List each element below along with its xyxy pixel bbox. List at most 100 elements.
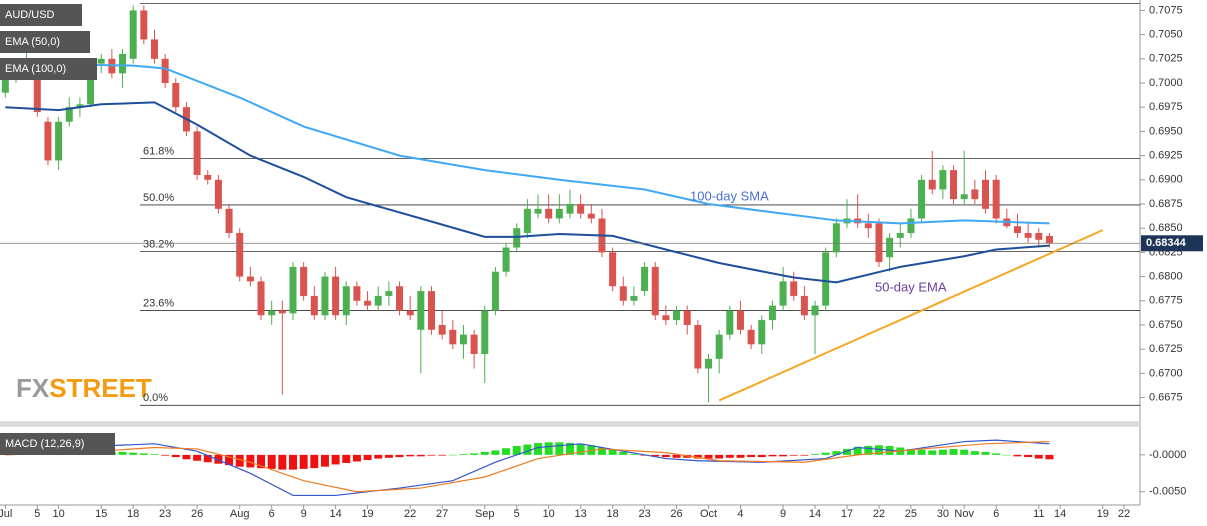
candle-body bbox=[651, 266, 659, 316]
y-tick-label: 0.6775 bbox=[1149, 295, 1183, 307]
candle-body bbox=[822, 252, 830, 306]
candle-body bbox=[694, 324, 702, 369]
histogram-bar bbox=[821, 452, 830, 455]
histogram-bar bbox=[214, 454, 223, 464]
histogram-bar bbox=[299, 454, 308, 469]
x-tick-label: 18 bbox=[606, 508, 618, 520]
candle-body bbox=[172, 83, 180, 108]
sma-annotation: 100-day SMA bbox=[690, 188, 769, 203]
candle-body bbox=[779, 281, 787, 306]
line-series bbox=[5, 101, 1050, 284]
candle-body bbox=[960, 194, 968, 200]
candle-body bbox=[534, 208, 542, 214]
x-tick-label: 14 bbox=[329, 508, 341, 520]
candle-body bbox=[300, 266, 308, 296]
x-tick-label: 18 bbox=[127, 508, 139, 520]
candle-body bbox=[33, 68, 41, 113]
candle-body bbox=[1045, 235, 1053, 244]
y-tick-label: -0.0050 bbox=[1149, 486, 1186, 498]
x-tick-label: Sep bbox=[475, 508, 495, 520]
histogram-bar bbox=[448, 454, 457, 456]
x-tick-label: 10 bbox=[52, 508, 64, 520]
x-tick-label: 9 bbox=[301, 508, 307, 520]
candle-body bbox=[332, 276, 340, 316]
candle-body bbox=[939, 170, 947, 190]
candle-body bbox=[406, 310, 414, 316]
panel-separator bbox=[0, 421, 1140, 427]
histogram-bar bbox=[757, 454, 766, 458]
x-tick-label: Nov bbox=[954, 508, 974, 520]
candle-body bbox=[971, 189, 979, 200]
x-tick-label: Aug bbox=[230, 508, 250, 520]
histogram-bar bbox=[534, 443, 543, 455]
candle-body bbox=[523, 208, 531, 234]
x-tick-label: 23 bbox=[638, 508, 650, 520]
candle-body bbox=[982, 179, 990, 209]
x-tick-label: 26 bbox=[191, 508, 203, 520]
histogram-bar bbox=[1045, 454, 1054, 460]
candle-body bbox=[236, 233, 244, 277]
candle-body bbox=[342, 286, 350, 316]
histogram-bar bbox=[427, 454, 436, 456]
histogram-bar bbox=[480, 451, 489, 455]
histogram-bar bbox=[736, 454, 745, 458]
candle-body bbox=[268, 310, 276, 316]
y-tick-label: 0.6925 bbox=[1149, 149, 1183, 161]
candle-body bbox=[758, 320, 766, 345]
candle-body bbox=[97, 58, 105, 64]
legend-entry: EMA (50,0) bbox=[5, 36, 60, 48]
histogram-bar bbox=[150, 454, 159, 455]
fib-label: 100.0% bbox=[143, 0, 181, 3]
histogram-bar bbox=[171, 454, 180, 458]
y-tick-label: 0.6975 bbox=[1149, 101, 1183, 113]
histogram-bar bbox=[512, 446, 521, 455]
x-tick-label: Oct bbox=[700, 508, 717, 520]
x-tick-label: 17 bbox=[841, 508, 853, 520]
candle-body bbox=[1035, 233, 1043, 240]
y-tick-label: 0.6800 bbox=[1149, 270, 1183, 282]
y-tick-label: 0.6700 bbox=[1149, 367, 1183, 379]
fib-label: 38.2% bbox=[143, 238, 174, 250]
macd-title: MACD (12,26,9) bbox=[5, 438, 84, 450]
candle-body bbox=[950, 170, 958, 200]
x-tick-label: 5 bbox=[34, 508, 40, 520]
histogram-bar bbox=[747, 454, 756, 458]
histogram-bar bbox=[843, 448, 852, 455]
histogram-bar bbox=[715, 454, 724, 459]
histogram-bar bbox=[789, 454, 798, 456]
candle-body bbox=[736, 310, 744, 330]
histogram-bar bbox=[917, 449, 926, 455]
x-tick-label: 15 bbox=[95, 508, 107, 520]
histogram-bar bbox=[416, 454, 425, 457]
candle-body bbox=[214, 179, 222, 209]
x-tick-label: 23 bbox=[159, 508, 171, 520]
candle-body bbox=[630, 295, 638, 301]
histogram-bar bbox=[320, 454, 329, 467]
y-tick-label: 0.6725 bbox=[1149, 343, 1183, 355]
histogram-bar bbox=[629, 454, 638, 455]
candle-body bbox=[374, 295, 382, 306]
candle-body bbox=[87, 63, 95, 105]
fib-label: 50.0% bbox=[143, 192, 174, 204]
histogram-bar bbox=[257, 454, 266, 469]
histogram-bar bbox=[118, 451, 127, 455]
histogram-bar bbox=[928, 450, 937, 455]
histogram-bar bbox=[832, 451, 841, 455]
y-tick-label: 0.6875 bbox=[1149, 198, 1183, 210]
candle-body bbox=[886, 237, 894, 258]
histogram-bar bbox=[225, 454, 234, 466]
histogram-bar bbox=[800, 454, 809, 456]
candle-body bbox=[225, 208, 233, 234]
histogram-bar bbox=[1002, 454, 1011, 456]
x-tick-label: 22 bbox=[1118, 508, 1130, 520]
fib-label: 23.6% bbox=[143, 297, 174, 309]
y-tick-label: 0.6950 bbox=[1149, 125, 1183, 137]
histogram-bar bbox=[491, 450, 500, 455]
candle-body bbox=[65, 107, 73, 122]
candle-body bbox=[715, 334, 723, 359]
candle-body bbox=[438, 324, 446, 335]
last-price-label: 0.68344 bbox=[1146, 237, 1187, 249]
x-tick-label: 5 bbox=[514, 508, 520, 520]
x-tick-label: 6 bbox=[269, 508, 275, 520]
